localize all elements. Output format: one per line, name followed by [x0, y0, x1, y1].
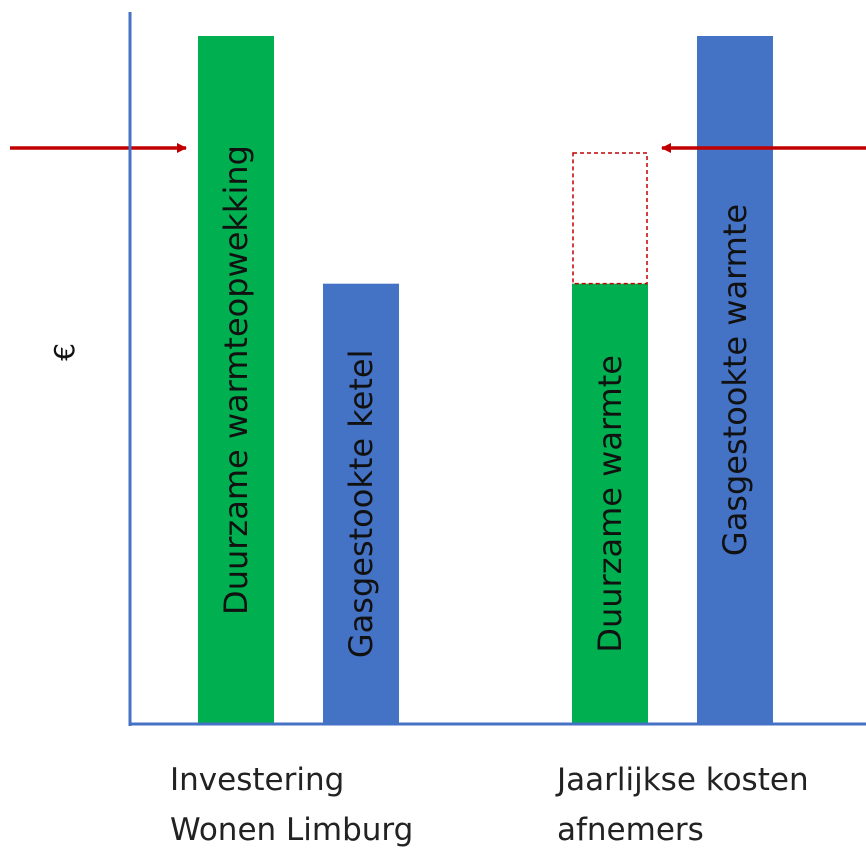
- category-label-2-line-1: Jaarlijkse kosten: [555, 762, 809, 798]
- bar-label-2: Gasgestookte ketel: [342, 350, 380, 659]
- category-label-2-line-2: afnemers: [557, 812, 704, 848]
- category-label-1-line-1: Investering: [170, 762, 344, 798]
- bar-3: [572, 283, 648, 724]
- bar-2: [323, 283, 399, 724]
- bars-layer: Duurzame warmteopwekking Gasgestookte ket…: [198, 36, 773, 724]
- dashed-gap-box: [572, 152, 648, 285]
- category-labels: Investering Wonen Limburg Jaarlijkse koste…: [170, 762, 809, 848]
- bar-label-3: Duurzame warmte: [591, 355, 629, 653]
- bar-4: [697, 36, 773, 724]
- category-label-1-line-2: Wonen Limburg: [170, 812, 413, 848]
- bar-label-4: Gasgestookte warmte: [716, 204, 754, 556]
- annotations-layer: [10, 142, 866, 285]
- bar-label-1: Duurzame warmteopwekking: [217, 145, 255, 615]
- bar-1: [198, 36, 274, 724]
- y-axis-label: €: [48, 343, 81, 361]
